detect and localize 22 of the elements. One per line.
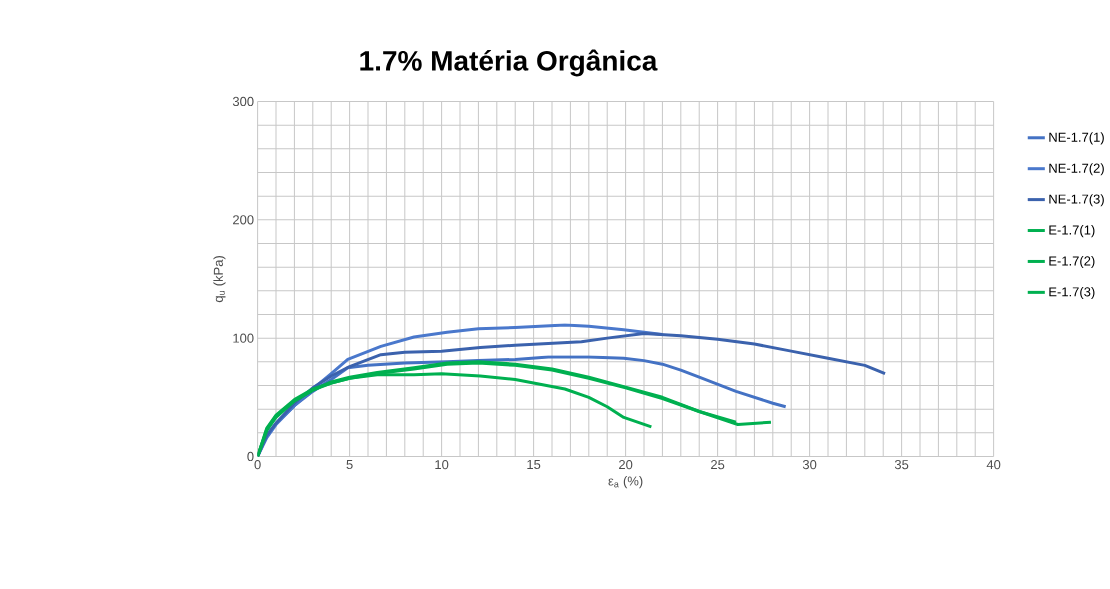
y-tick-label: 200 — [233, 215, 254, 225]
y-axis-title: q$_{u}$ (kPa) — [213, 256, 226, 303]
legend-label: E-1.7(2) — [1049, 255, 1095, 269]
legend-label: NE-1.7(2) — [1049, 163, 1104, 176]
x-tick-label: 15 — [527, 460, 541, 470]
x-tick-label: 30 — [802, 460, 817, 470]
legend-label: E-1.7(1) — [1049, 225, 1095, 238]
x-tick-label: 40 — [986, 460, 1001, 470]
y-tick-label: 100 — [233, 333, 254, 343]
x-tick-label: 0 — [254, 460, 261, 470]
x-tick-label: 25 — [711, 460, 725, 470]
legend-label: E-1.7(3) — [1049, 286, 1095, 300]
legend-label: NE-1.7(3) — [1049, 194, 1104, 207]
x-tick-label: 20 — [619, 460, 633, 470]
x-tick-label: 10 — [435, 460, 449, 470]
x-tick-label: 35 — [894, 460, 909, 470]
x-tick-label: 5 — [346, 460, 353, 470]
y-tick-label: 0 — [247, 451, 254, 462]
chart-title: 1.7% Matéria Orgânica — [360, 49, 658, 77]
y-tick-label: 300 — [232, 96, 254, 107]
legend-label: NE-1.7(1) — [1049, 132, 1104, 145]
x-axis-title: ε$_{a}$ (%) — [608, 476, 643, 489]
